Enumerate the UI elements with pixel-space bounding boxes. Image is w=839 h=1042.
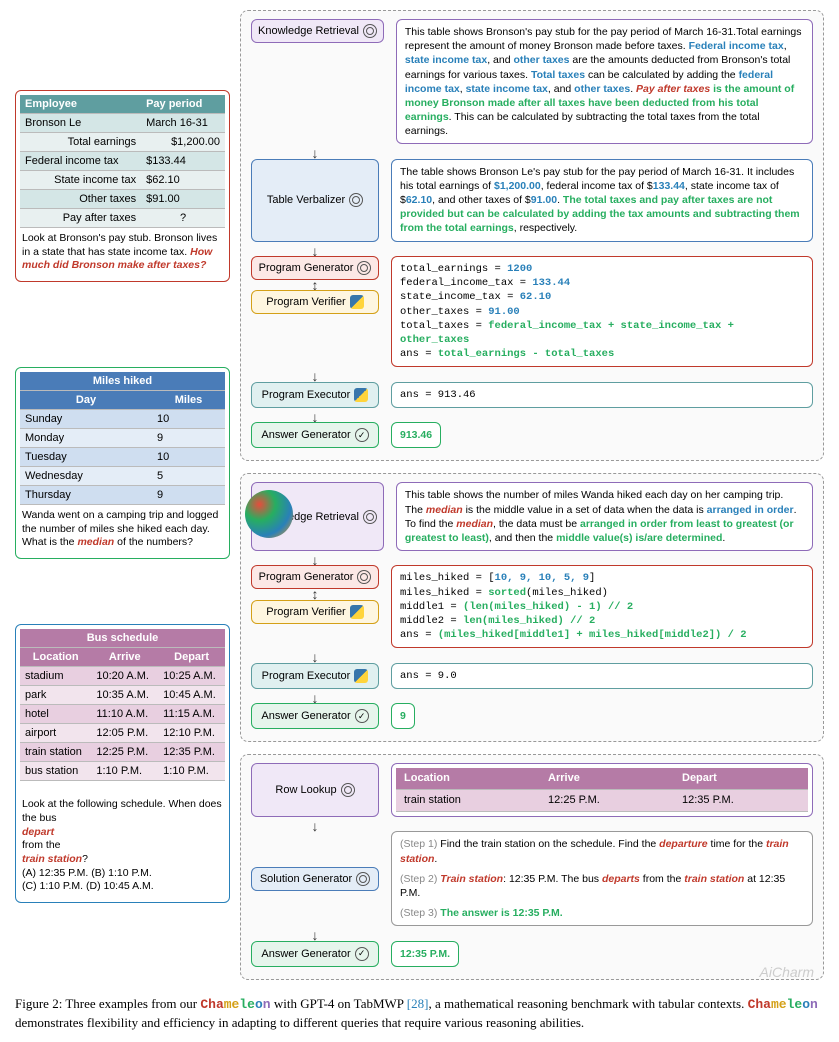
program-result-1: total_earnings = 1200 federal_income_tax… [391, 256, 813, 367]
watermark: AiCharm [760, 964, 814, 980]
input-box-1: EmployeePay period Bronson LeMarch 16-31… [15, 90, 230, 282]
arrow-down-icon: ↓ [251, 930, 379, 940]
program-verifier-module: Program Verifier [251, 290, 379, 314]
swirl-icon [356, 872, 370, 886]
row-lookup-module: Row Lookup [251, 763, 379, 817]
check-icon: ✓ [355, 428, 369, 442]
program-result-2: miles_hiked = [10, 9, 10, 5, 9] miles_hi… [391, 565, 813, 648]
knowledge-retrieval-module: Knowledge Retrieval [251, 19, 384, 43]
swirl-icon [363, 24, 377, 38]
pipeline-3: Row Lookup LocationArriveDepart train st… [240, 754, 824, 980]
swirl-icon [349, 193, 363, 207]
answer-generator-module: Answer Generator✓ [251, 422, 379, 448]
swirl-icon [341, 783, 355, 797]
python-icon [350, 295, 364, 309]
question-2: Wanda went on a camping trip and logged … [20, 505, 225, 554]
arrow-down-icon: ↓ [251, 652, 379, 662]
arrow-down-icon: ↓ [251, 412, 379, 422]
solution-result: (Step 1) Find the train station on the s… [391, 831, 813, 926]
answer-3: 12:35 P.M. [391, 941, 459, 967]
python-icon [354, 388, 368, 402]
arrow-down-icon: ↓ [251, 148, 379, 158]
miles-table: Miles hiked DayMiles Sunday10 Monday9 Tu… [20, 372, 225, 505]
check-icon: ✓ [355, 947, 369, 961]
knowledge-result-2: This table shows the number of miles Wan… [396, 482, 813, 551]
program-executor-module: Program Executor [251, 382, 379, 408]
check-icon: ✓ [355, 709, 369, 723]
knowledge-result-1: This table shows Bronson's pay stub for … [396, 19, 813, 144]
table-verbalizer-module: Table Verbalizer [251, 159, 379, 242]
program-verifier-module: Program Verifier [251, 600, 379, 624]
pipelines-column: Knowledge Retrieval This table shows Bro… [240, 10, 824, 980]
lookup-table: LocationArriveDepart train station12:25 … [396, 768, 808, 812]
chameleon-logo [245, 490, 293, 538]
swirl-icon [357, 570, 371, 584]
executor-result-1: ans = 913.46 [391, 382, 813, 408]
arrow-down-icon: ↕ [312, 280, 319, 290]
answer-generator-module: Answer Generator✓ [251, 703, 379, 729]
swirl-icon [357, 261, 371, 275]
swirl-icon [363, 510, 377, 524]
arrow-down-icon: ↓ [251, 371, 379, 381]
arrow-down-icon: ↕ [312, 589, 319, 599]
verbalizer-result-1: The table shows Bronson Le's pay stub fo… [391, 159, 813, 242]
arrow-down-icon: ↓ [251, 246, 379, 256]
answer-1: 913.46 [391, 422, 441, 448]
python-icon [350, 605, 364, 619]
col-employee: Employee [20, 95, 141, 114]
solution-generator-module: Solution Generator [251, 867, 379, 891]
figure-caption: Figure 2: Three examples from our Chamel… [15, 995, 824, 1032]
arrow-down-icon: ↓ [251, 821, 379, 831]
input-box-3: Bus schedule LocationArriveDepart stadiu… [15, 624, 230, 903]
arrow-down-icon: ↓ [251, 555, 379, 565]
input-box-2: Miles hiked DayMiles Sunday10 Monday9 Tu… [15, 367, 230, 559]
pipeline-2: Knowledge Retrieval This table shows the… [240, 473, 824, 742]
col-period: Pay period [141, 95, 225, 114]
answer-2: 9 [391, 703, 415, 729]
pipeline-1: Knowledge Retrieval This table shows Bro… [240, 10, 824, 461]
python-icon [354, 669, 368, 683]
row-lookup-result: LocationArriveDepart train station12:25 … [391, 763, 813, 817]
program-executor-module: Program Executor [251, 663, 379, 689]
question-3: Look at the following schedule. When doe… [20, 781, 225, 898]
answer-generator-module: Answer Generator✓ [251, 941, 379, 967]
bus-table: Bus schedule LocationArriveDepart stadiu… [20, 629, 225, 781]
question-1: Look at Bronson's pay stub. Bronson live… [20, 228, 225, 277]
executor-result-2: ans = 9.0 [391, 663, 813, 689]
inputs-column: EmployeePay period Bronson LeMarch 16-31… [15, 10, 230, 980]
pay-stub-table: EmployeePay period Bronson LeMarch 16-31… [20, 95, 225, 228]
arrow-down-icon: ↓ [251, 693, 379, 703]
